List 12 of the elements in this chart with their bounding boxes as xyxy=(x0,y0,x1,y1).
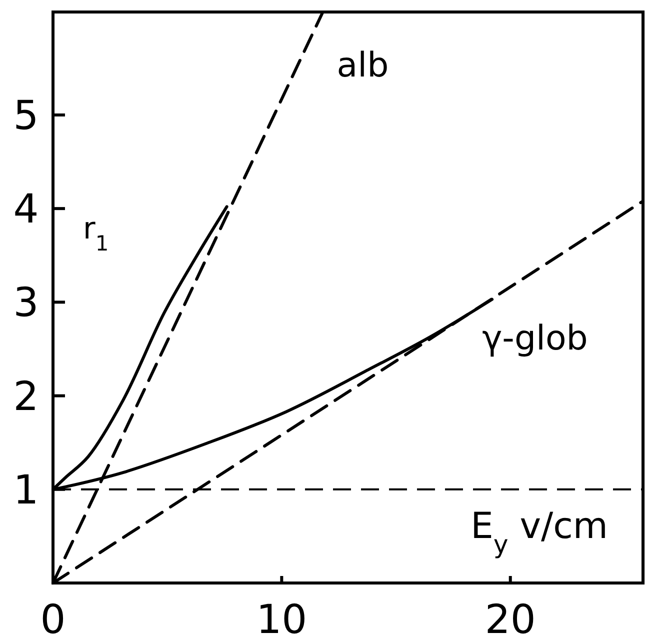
x-tick-label: 20 xyxy=(484,597,536,642)
x-tick-label: 0 xyxy=(40,597,66,642)
y-tick-label: 5 xyxy=(13,92,39,139)
x-tick-label: 10 xyxy=(256,597,308,642)
y-tick-label: 4 xyxy=(13,186,39,233)
y-tick-label: 2 xyxy=(13,374,39,420)
y-axis-title: r$_{1}$ xyxy=(83,212,109,256)
series-label: γ-glob xyxy=(482,318,588,358)
x-axis-title: E$_{y}$ v/cm xyxy=(470,506,608,558)
y-tick-label: 1 xyxy=(13,467,39,514)
y-tick-label: 3 xyxy=(13,280,39,326)
text: alb xyxy=(336,46,389,86)
